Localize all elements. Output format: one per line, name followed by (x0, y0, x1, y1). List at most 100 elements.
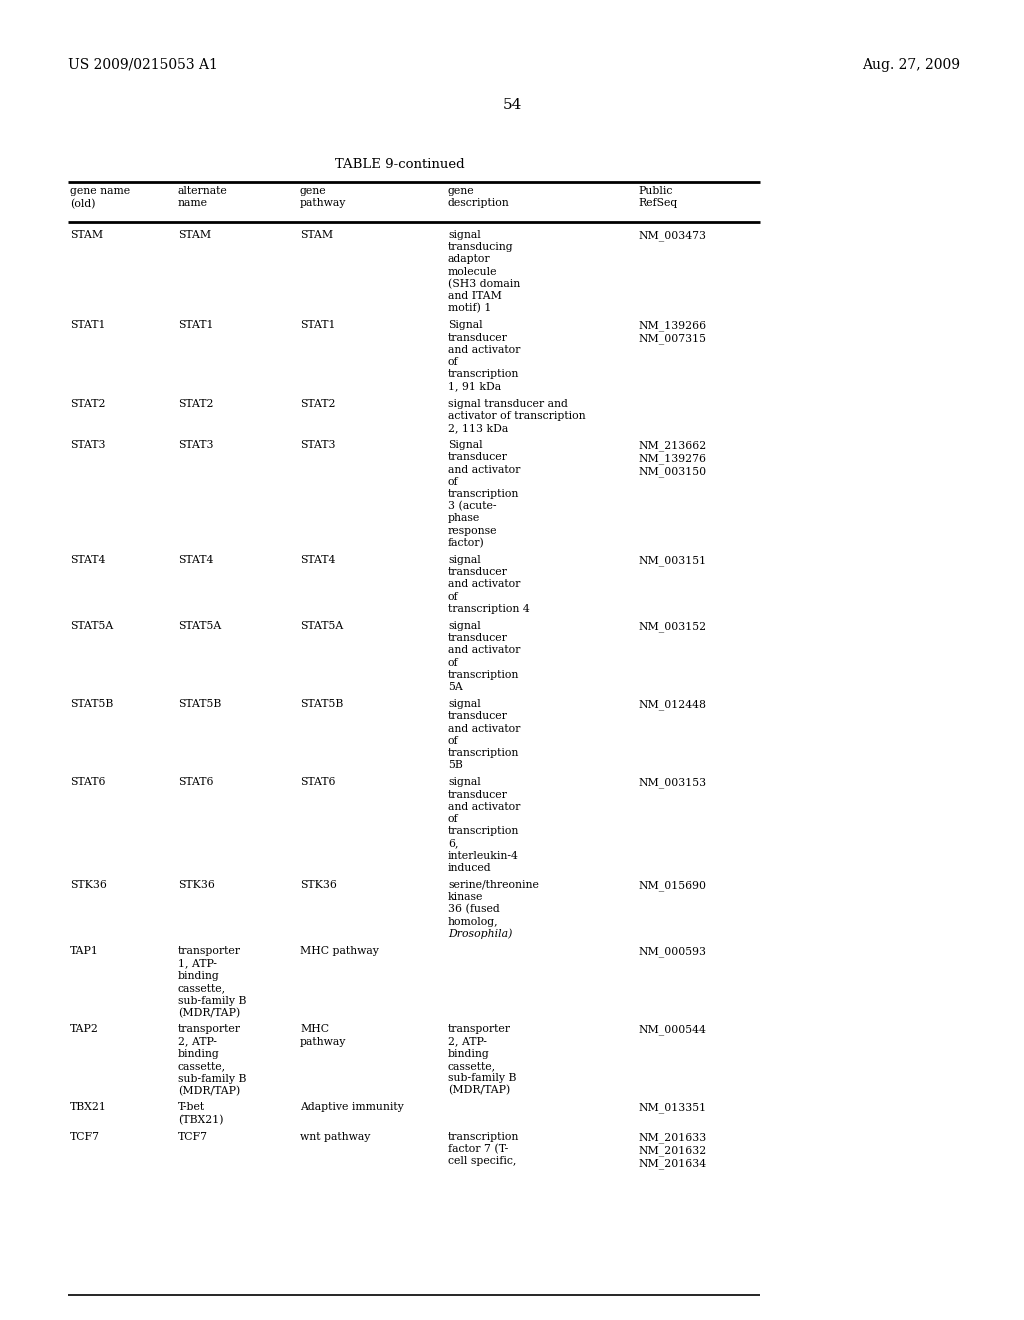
Text: (SH3 domain: (SH3 domain (449, 279, 520, 289)
Text: 3 (acute-: 3 (acute- (449, 502, 497, 512)
Text: of: of (449, 657, 459, 668)
Text: STAT6: STAT6 (70, 777, 105, 788)
Text: alternate
name: alternate name (178, 186, 227, 209)
Text: and activator: and activator (449, 723, 520, 734)
Text: STAM: STAM (70, 230, 103, 240)
Text: NM_003152: NM_003152 (638, 620, 707, 632)
Text: STAT5A: STAT5A (70, 620, 114, 631)
Text: STAT2: STAT2 (178, 399, 213, 409)
Text: Public
RefSeq: Public RefSeq (638, 186, 677, 209)
Text: of: of (449, 814, 459, 824)
Text: NM_139266
NM_007315: NM_139266 NM_007315 (638, 321, 707, 345)
Text: signal transducer and: signal transducer and (449, 399, 568, 409)
Text: sub-family B: sub-family B (449, 1073, 516, 1082)
Text: NM_003153: NM_003153 (638, 777, 707, 788)
Text: MHC pathway: MHC pathway (300, 946, 379, 956)
Text: gene
pathway: gene pathway (300, 186, 346, 209)
Text: transducer: transducer (449, 453, 508, 462)
Text: NM_015690: NM_015690 (638, 880, 706, 891)
Text: STK36: STK36 (70, 880, 106, 890)
Text: STAT1: STAT1 (70, 321, 105, 330)
Text: response: response (449, 525, 498, 536)
Text: TCF7: TCF7 (178, 1131, 208, 1142)
Text: STK36: STK36 (300, 880, 337, 890)
Text: NM_012448: NM_012448 (638, 700, 706, 710)
Text: transducer: transducer (449, 568, 508, 577)
Text: TAP1: TAP1 (70, 946, 99, 956)
Text: NM_000544: NM_000544 (638, 1024, 706, 1035)
Text: Signal: Signal (449, 440, 482, 450)
Text: STAT5B: STAT5B (178, 700, 221, 709)
Text: transcription 4: transcription 4 (449, 603, 529, 614)
Text: motif) 1: motif) 1 (449, 304, 492, 314)
Text: serine/threonine: serine/threonine (449, 880, 539, 890)
Text: 2, 113 kDa: 2, 113 kDa (449, 422, 508, 433)
Text: TAP2: TAP2 (70, 1024, 99, 1034)
Text: STAT2: STAT2 (300, 399, 336, 409)
Text: STAT2: STAT2 (70, 399, 105, 409)
Text: (MDR/TAP): (MDR/TAP) (449, 1085, 510, 1096)
Text: STAT3: STAT3 (70, 440, 105, 450)
Text: NM_013351: NM_013351 (638, 1102, 707, 1113)
Text: wnt pathway: wnt pathway (300, 1131, 371, 1142)
Text: transducing: transducing (449, 242, 514, 252)
Text: and activator: and activator (449, 345, 520, 355)
Text: of: of (449, 477, 459, 487)
Text: STAT4: STAT4 (70, 554, 105, 565)
Text: 54: 54 (503, 98, 521, 112)
Text: homolog,: homolog, (449, 916, 499, 927)
Text: and activator: and activator (449, 801, 520, 812)
Text: transducer: transducer (449, 711, 508, 722)
Text: STAT3: STAT3 (300, 440, 336, 450)
Text: Aug. 27, 2009: Aug. 27, 2009 (862, 58, 961, 73)
Text: transcription: transcription (449, 1131, 519, 1142)
Text: STAT1: STAT1 (178, 321, 213, 330)
Text: STAM: STAM (300, 230, 333, 240)
Text: of: of (449, 735, 459, 746)
Text: 1, 91 kDa: 1, 91 kDa (449, 381, 501, 392)
Text: signal: signal (449, 554, 480, 565)
Text: cassette,: cassette, (449, 1061, 496, 1071)
Text: signal: signal (449, 620, 480, 631)
Text: transporter
2, ATP-
binding
cassette,
sub-family B
(MDR/TAP): transporter 2, ATP- binding cassette, su… (178, 1024, 247, 1097)
Text: 36 (fused: 36 (fused (449, 904, 500, 915)
Text: US 2009/0215053 A1: US 2009/0215053 A1 (68, 58, 218, 73)
Text: MHC
pathway: MHC pathway (300, 1024, 346, 1047)
Text: STAT6: STAT6 (178, 777, 213, 788)
Text: factor 7 (T-: factor 7 (T- (449, 1144, 508, 1154)
Text: TCF7: TCF7 (70, 1131, 100, 1142)
Text: TABLE 9-continued: TABLE 9-continued (335, 158, 465, 172)
Text: 5B: 5B (449, 760, 463, 770)
Text: TBX21: TBX21 (70, 1102, 106, 1113)
Text: and ITAM: and ITAM (449, 290, 502, 301)
Text: and activator: and activator (449, 579, 520, 590)
Text: STK36: STK36 (178, 880, 215, 890)
Text: induced: induced (449, 863, 492, 873)
Text: transcription: transcription (449, 748, 519, 758)
Text: kinase: kinase (449, 892, 483, 902)
Text: signal: signal (449, 700, 480, 709)
Text: factor): factor) (449, 537, 484, 548)
Text: Drosophila): Drosophila) (449, 929, 512, 940)
Text: of: of (449, 356, 459, 367)
Text: STAT5B: STAT5B (70, 700, 114, 709)
Text: NM_003151: NM_003151 (638, 554, 707, 566)
Text: STAT1: STAT1 (300, 321, 336, 330)
Text: signal: signal (449, 230, 480, 240)
Text: 5A: 5A (449, 682, 463, 692)
Text: transcription: transcription (449, 488, 519, 499)
Text: STAM: STAM (178, 230, 211, 240)
Text: NM_201633
NM_201632
NM_201634: NM_201633 NM_201632 NM_201634 (638, 1131, 707, 1168)
Text: cell specific,: cell specific, (449, 1156, 516, 1166)
Text: gene name
(old): gene name (old) (70, 186, 130, 209)
Text: transcription: transcription (449, 826, 519, 836)
Text: molecule: molecule (449, 267, 498, 277)
Text: activator of transcription: activator of transcription (449, 411, 586, 421)
Text: transcription: transcription (449, 669, 519, 680)
Text: NM_000593: NM_000593 (638, 946, 706, 957)
Text: phase: phase (449, 513, 480, 524)
Text: STAT5A: STAT5A (178, 620, 221, 631)
Text: binding: binding (449, 1048, 489, 1059)
Text: adaptor: adaptor (449, 255, 490, 264)
Text: and activator: and activator (449, 465, 520, 475)
